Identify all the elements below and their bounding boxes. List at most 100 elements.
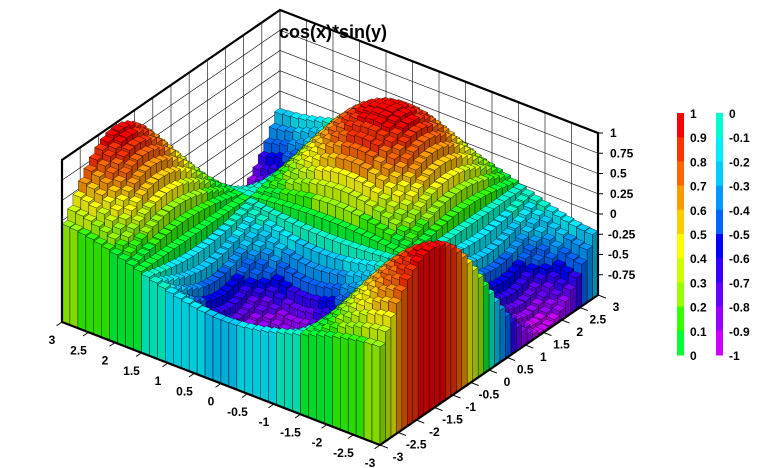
x-tick-label: 0.5 [176, 384, 193, 398]
y-tick-label: 0 [504, 375, 511, 389]
colorbar-label: -0.6 [729, 252, 750, 266]
colorbar-label: -0.7 [729, 276, 750, 290]
y-tick-mark [561, 319, 570, 324]
colorbar-label: -1 [729, 349, 740, 363]
x-tick-label: -1 [259, 415, 270, 429]
colorbar-label: 0.1 [690, 325, 707, 339]
y-tick-mark [525, 344, 534, 349]
axis-frame [60, 8, 600, 322]
y-tick-label: -2.5 [406, 438, 427, 452]
colorbar-swatch [677, 209, 684, 235]
colorbar-label: -0.2 [729, 155, 750, 169]
colorbar-label: -0.9 [729, 325, 750, 339]
colorbar-label: 0.6 [690, 204, 707, 218]
colorbar-label: 0 [690, 349, 697, 363]
z-tick-label: -0.25 [608, 227, 636, 241]
colorbar-label: 0.2 [690, 301, 707, 315]
y-tick-mark [379, 444, 389, 449]
x-tick-mark [268, 403, 275, 409]
colorbar-swatch [716, 330, 723, 356]
colorbar-label: 0.8 [690, 155, 707, 169]
colorbar-swatch [716, 258, 723, 283]
colorbar-label: 0.9 [690, 131, 707, 145]
x-axis-tick-labels: 3 2.5 2 1.5 1 0.5 0 -0.5 -1 -1.5 -2 -2.5 -3 [49, 321, 381, 468]
colorbar-label: 0.7 [690, 180, 707, 194]
colorbar-swatch [677, 282, 684, 308]
colorbar-swatch [716, 209, 723, 235]
x-tick-label: 2 [102, 354, 109, 368]
colorbar-swatch [677, 234, 684, 259]
y-tick-mark [397, 432, 407, 437]
y-tick-label: 3 [613, 300, 620, 314]
colorbar-label: 0 [729, 107, 736, 121]
x-tick-mark [347, 434, 354, 439]
colorbar-swatch [677, 113, 684, 138]
x-tick-mark [135, 352, 142, 357]
z-tick-label: 0.5 [610, 167, 627, 181]
x-tick-label: 1 [155, 374, 162, 388]
colorbar-label: -0.8 [729, 301, 750, 315]
y-tick-mark [488, 369, 498, 374]
y-tick-mark [434, 407, 443, 412]
colorbar-label: -0.3 [729, 180, 750, 194]
x-tick-label: 0 [208, 395, 215, 409]
x-tick-mark [188, 372, 195, 378]
x-tick-mark [321, 424, 328, 429]
x-tick-mark [82, 331, 89, 337]
z-tick-label: -0.5 [608, 248, 629, 262]
colorbar-swatch [677, 330, 684, 356]
y-axis-tick-labels: -3-2.5-2-1.5-1-0.5 0 0.5 1 1.5 2 2.5 3 [379, 294, 620, 464]
colorbar-swatch [716, 137, 723, 162]
colorbar-label: 1 [690, 107, 697, 121]
y-tick-label: 2 [576, 325, 583, 339]
colorbar-label: 0.4 [690, 252, 707, 266]
x-tick-label: -2.5 [333, 446, 354, 460]
x-tick-label: -2 [312, 436, 323, 450]
colorbar-label: 0.3 [690, 276, 707, 290]
x-tick-label: -3 [365, 456, 376, 468]
y-tick-label: -1 [465, 400, 476, 414]
colorbar-swatch [677, 185, 684, 211]
z-tick-label: 1 [610, 126, 617, 140]
colorbar-label: -0.5 [729, 228, 750, 242]
y-tick-mark [597, 294, 607, 299]
x-tick-label: 2.5 [70, 343, 87, 357]
colorbar-swatch [716, 282, 723, 308]
x-tick-mark [56, 321, 63, 327]
z-tick-label: 0.75 [610, 146, 634, 160]
z-tick-label: 0 [610, 207, 617, 221]
z-tick-label: 0.25 [610, 187, 634, 201]
colorbar-swatch [677, 137, 684, 162]
z-tick-label: -0.75 [608, 268, 636, 282]
colorbar-negative: 0 -0.1 -0.2 -0.3 -0.4 -0.5 -0.6 -0.7 -0.8 -0.9 -1 [716, 107, 750, 363]
y-tick-mark [452, 394, 461, 399]
y-tick-label: -0.5 [478, 388, 499, 402]
x-tick-mark [162, 362, 169, 368]
x-tick-label: -1.5 [280, 425, 301, 439]
colorbar-swatch [677, 306, 684, 332]
x-tick-label: 1.5 [123, 364, 140, 378]
x-tick-label: 3 [49, 333, 56, 347]
colorbar-swatch [716, 306, 723, 332]
x-tick-label: -0.5 [227, 405, 248, 419]
y-tick-label: 1.5 [553, 338, 570, 352]
colorbar-label: -0.1 [729, 131, 750, 145]
y-tick-mark [416, 419, 425, 424]
y-tick-mark [579, 307, 588, 312]
y-tick-mark [506, 357, 516, 362]
z-axis-tick-labels: 1 0.75 0.5 0.25 0 -0.25 -0.5 -0.75 [598, 126, 636, 282]
colorbar-swatch [716, 234, 723, 259]
colorbar-positive: 1 0.9 0.8 0.7 0.6 0.5 0.4 0.3 0.2 0.1 0 [677, 107, 707, 363]
x-tick-mark [374, 444, 381, 450]
bars-group [61, 97, 599, 446]
colorbar-label: -0.4 [729, 204, 750, 218]
y-tick-label: 1 [540, 350, 547, 364]
colorbar-swatch [716, 185, 723, 211]
colorbar-swatch [677, 161, 684, 187]
lego-bar [371, 339, 386, 446]
y-tick-label: -2 [429, 425, 440, 439]
y-tick-label: 0.5 [517, 363, 534, 377]
y-tick-label: -1.5 [442, 413, 463, 427]
y-tick-mark [470, 382, 479, 387]
